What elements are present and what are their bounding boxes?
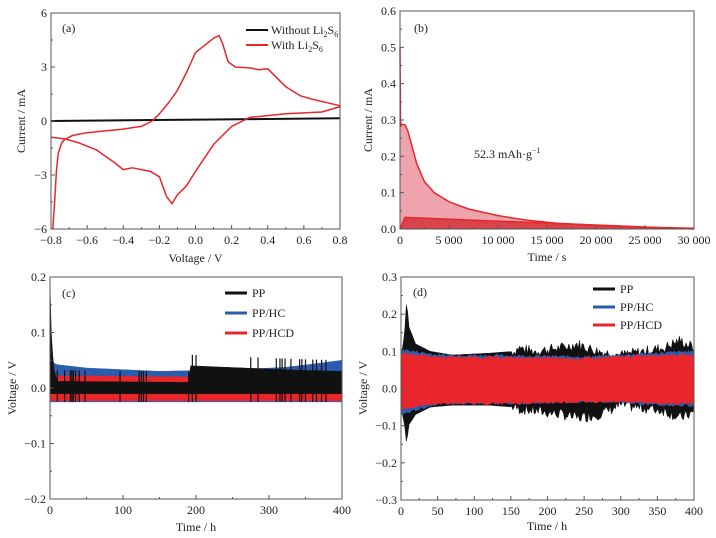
panel-b-current-time: 0 5 000 10 000 15 000 20 000 25 000 30 000 0.0 0… [361, 4, 711, 264]
panel-a-xtick-label: 0.2 [224, 233, 239, 247]
panel-b-xtick-label: 0 [397, 233, 403, 247]
legend-label-pp: PP [252, 286, 266, 300]
panel-a-xlabel: Voltage / V [168, 251, 223, 265]
panel-c-label: (c) [62, 286, 75, 300]
panel-a-plot-area [50, 34, 341, 230]
panel-a-ytick-label: −3 [34, 168, 47, 182]
series-with-li2s6-line [50, 34, 341, 230]
legend-label-pp-hc: PP/HC [620, 300, 653, 314]
panel-d-ytick-label: −0.3 [375, 493, 397, 507]
panel-c-plot-area [49, 282, 343, 403]
panel-c-xtick-label: 400 [333, 503, 351, 517]
panel-d-xtick-label: 50 [432, 504, 444, 518]
panel-a-xtick-label: 0.8 [333, 233, 348, 247]
panel-b-ytick-label: 0.4 [381, 77, 396, 91]
panel-a-ytick-label: −6 [34, 222, 47, 236]
panel-c-xlabel: Time / h [176, 520, 216, 534]
panel-a-ytick-label: 3 [41, 60, 47, 74]
panel-a-xtick-label: 0.0 [188, 233, 203, 247]
panel-b-ytick-label: 0.1 [381, 186, 396, 200]
panel-b-xtick-label: 20 000 [580, 233, 613, 247]
panel-c-xtick-label: 200 [187, 503, 205, 517]
panel-b-ytick-label: 0.3 [381, 113, 396, 127]
legend-label-pp: PP [620, 282, 634, 296]
panel-d-xtick-label: 200 [539, 504, 557, 518]
panel-c-ytick-label: −0.2 [24, 492, 46, 506]
panel-a-ytick-label: 6 [41, 6, 47, 20]
panel-d-ytick-label: 0.2 [382, 307, 397, 321]
panel-d-symmetric-cell-cycling: 0 50 100 150 200 250 300 350 400 −0.3 −0.2 −0.1 0.0 0… [356, 270, 703, 533]
panel-a-ticks: −0.8 −0.6 −0.4 −0.2 0.0 0.2 0.4 0.6 0.8 −6 −3 0 3 6 [34, 6, 347, 247]
panel-a-xtick-label: −0.2 [148, 233, 170, 247]
panel-c-ticks: 0 100 200 300 400 −0.2 −0.1 0.0 0.1 0.2 [24, 270, 351, 517]
panel-d-xtick-label: 300 [612, 504, 630, 518]
panel-d-ytick-label: 0.1 [382, 344, 397, 358]
panel-d-xtick-label: 150 [502, 504, 520, 518]
panel-d-xtick-label: 250 [575, 504, 593, 518]
panel-d-xtick-label: 350 [648, 504, 666, 518]
panel-b-xtick-label: 30 000 [678, 233, 711, 247]
series-without-li2s6-line [50, 117, 341, 122]
panel-d-ytick-label: 0.0 [382, 382, 397, 396]
panel-d-xtick-label: 0 [398, 504, 404, 518]
panel-a-ylabel: Current / mA [14, 89, 28, 153]
panel-c-xtick-label: 0 [47, 503, 53, 517]
legend-label-pp-hcd: PP/HCD [252, 326, 294, 340]
legend-label-pp-hc: PP/HC [252, 306, 285, 320]
panel-c-symmetric-cell-cycling: 0 100 200 300 400 −0.2 −0.1 0.0 0.1 0.2 (c) PP PP/… [5, 270, 351, 534]
panel-d-ticks: 0 50 100 150 200 250 300 350 400 −0.3 −0.2 −0.1 0.0 0… [375, 270, 703, 518]
legend-label-with-li2s6: With Li2S6 [271, 38, 323, 54]
panel-d-legend: PP PP/HC PP/HCD [593, 282, 662, 332]
panel-a-cyclic-voltammetry: −0.8 −0.6 −0.4 −0.2 0.0 0.2 0.4 0.6 0.8 −6 −3 0 3 6 (… [14, 6, 348, 265]
panel-b-label: (b) [414, 21, 428, 35]
panel-c-ytick-label: 0.1 [31, 326, 46, 340]
panel-b-xtick-label: 5 000 [436, 233, 463, 247]
panel-d-ylabel: Voltage / V [356, 361, 370, 416]
panel-a-legend: Without Li2S6 With Li2S6 [246, 23, 338, 54]
panel-b-ytick-label: 0.0 [381, 222, 396, 236]
panel-b-xlabel: Time / s [528, 250, 567, 264]
panel-d-ytick-label: 0.3 [382, 270, 397, 284]
panel-a-xtick-label: −0.4 [112, 233, 134, 247]
panel-b-ticks: 0 5 000 10 000 15 000 20 000 25 000 30 000 0.0 0… [381, 4, 711, 247]
legend-label-without-li2s6: Without Li2S6 [271, 23, 338, 39]
panel-b-frame [399, 10, 695, 230]
panel-c-legend: PP PP/HC PP/HCD [225, 286, 294, 340]
panel-a-label: (a) [62, 21, 75, 35]
panel-a-xtick-label: 0.6 [296, 233, 311, 247]
panel-c-ytick-label: 0.2 [31, 270, 46, 284]
panel-d-xtick-label: 100 [465, 504, 483, 518]
panel-b-ytick-label: 0.5 [381, 40, 396, 54]
panel-d-ytick-label: −0.2 [375, 456, 397, 470]
panel-b-xtick-label: 25 000 [629, 233, 662, 247]
series-pp-hcd-band [400, 352, 695, 411]
panel-c-ylabel: Voltage / V [5, 361, 19, 416]
panel-c-ytick-label: −0.1 [24, 437, 46, 451]
panel-c-ytick-label: 0.0 [31, 381, 46, 395]
panel-b-capacity-annotation: 52.3 mAh·g−1 [474, 146, 541, 161]
panel-a-xtick-label: 0.4 [260, 233, 275, 247]
panel-a-xtick-label: −0.8 [40, 233, 62, 247]
panel-b-ytick-label: 0.2 [381, 149, 396, 163]
panel-b-xtick-label: 10 000 [482, 233, 515, 247]
panel-a-ytick-label: 0 [41, 114, 47, 128]
panel-c-xtick-label: 300 [260, 503, 278, 517]
capacity-area-fill [400, 47, 694, 229]
panel-c-xtick-label: 100 [114, 503, 132, 517]
panel-b-xtick-label: 15 000 [531, 233, 564, 247]
panel-d-label: (d) [413, 285, 427, 299]
panel-b-plot-area [399, 47, 695, 230]
panel-d-xlabel: Time / h [527, 519, 567, 533]
baseline-line [399, 216, 695, 230]
panel-d-ytick-label: −0.1 [375, 419, 397, 433]
panel-d-xtick-label: 400 [685, 504, 703, 518]
panel-b-ytick-label: 0.6 [381, 4, 396, 18]
panel-b-ylabel: Current / mA [361, 88, 375, 152]
panel-a-xtick-label: −0.6 [76, 233, 98, 247]
legend-label-pp-hcd: PP/HCD [620, 318, 662, 332]
